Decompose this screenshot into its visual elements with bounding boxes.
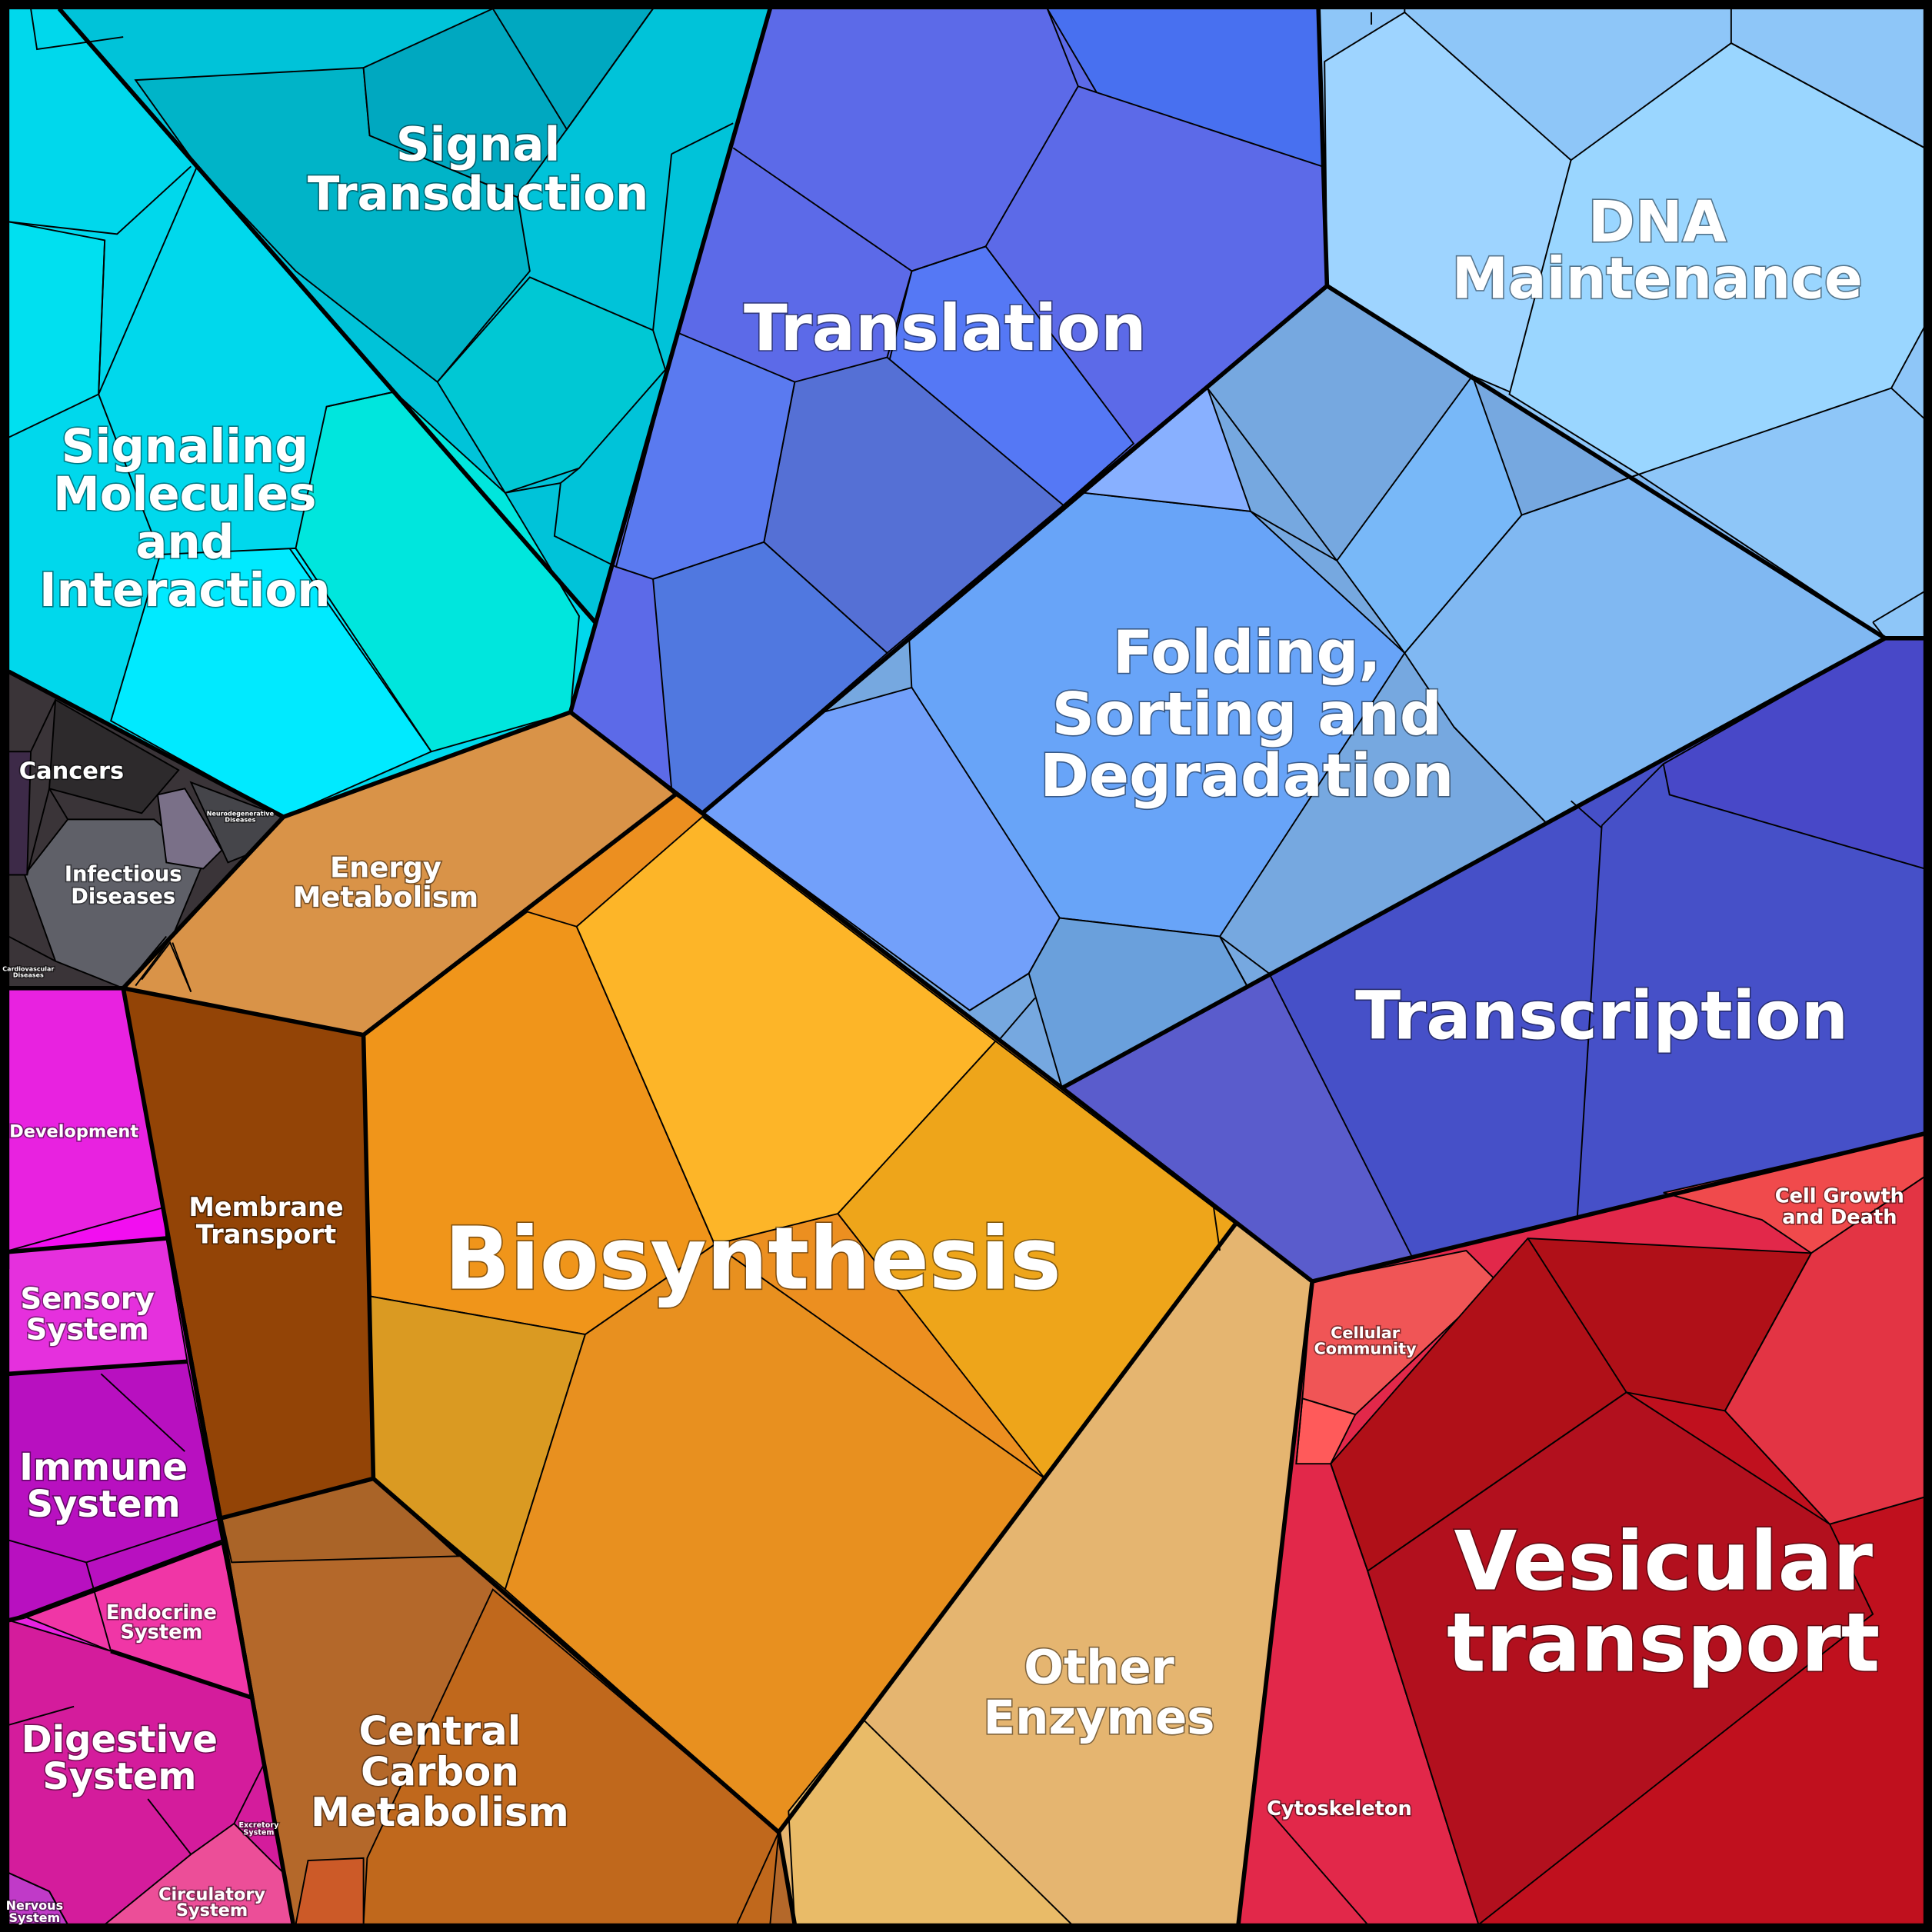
cell bbox=[156, 788, 223, 870]
cell bbox=[295, 1857, 365, 1926]
region-label: Transcription bbox=[1355, 978, 1848, 1055]
region-label: Infectious Diseases bbox=[65, 862, 182, 908]
cell bbox=[1301, 1250, 1498, 1416]
cell bbox=[1367, 1391, 1874, 1927]
region-label: Sensory System bbox=[21, 1281, 155, 1347]
region-label: Folding, Sorting and Degradation bbox=[1040, 619, 1454, 811]
region-label: Immune System bbox=[19, 1446, 188, 1526]
region-label: Central Carbon Metabolism bbox=[311, 1708, 569, 1836]
region-label: Other Enzymes bbox=[984, 1640, 1215, 1745]
cell bbox=[48, 698, 180, 814]
cell-line bbox=[732, 8, 1926, 1221]
region-label: Translation bbox=[744, 291, 1147, 365]
region-label: Endocrine System bbox=[106, 1601, 217, 1644]
region-label: Biosynthesis bbox=[445, 1210, 1061, 1310]
region-label: Development bbox=[9, 1122, 138, 1142]
region-label: Neurodegenerative Diseases bbox=[207, 811, 275, 824]
cell-line bbox=[8, 8, 734, 752]
region-label: Cytoskeleton bbox=[1267, 1797, 1412, 1820]
region-label: Circulatory System bbox=[158, 1884, 265, 1920]
region-label: Digestive System bbox=[22, 1718, 218, 1798]
region-label: Membrane Transport bbox=[188, 1192, 343, 1249]
region-label: Energy Metabolism bbox=[293, 851, 478, 914]
region-label: DNA Maintenance bbox=[1452, 190, 1863, 312]
region-label: Cardiovascular Diseases bbox=[2, 965, 54, 978]
cell-line bbox=[1268, 1237, 1812, 1926]
region-label: Excretory System bbox=[238, 1821, 279, 1837]
region-label: Vesicular transport bbox=[1447, 1514, 1880, 1690]
region-label: Cancers bbox=[19, 758, 124, 784]
cells bbox=[8, 8, 1926, 1927]
region-label: Cellular Community bbox=[1314, 1324, 1417, 1358]
region-label: Signaling Molecules and Interaction bbox=[39, 419, 331, 618]
region-label: Nervous System bbox=[6, 1898, 64, 1925]
region-label: Signal Transduction bbox=[308, 117, 649, 221]
region-label: Cell Growth and Death bbox=[1775, 1185, 1904, 1229]
labels: Signal Transduction Signaling Molecules and… bbox=[2, 116, 1906, 1927]
region-border bbox=[7, 7, 1926, 1925]
